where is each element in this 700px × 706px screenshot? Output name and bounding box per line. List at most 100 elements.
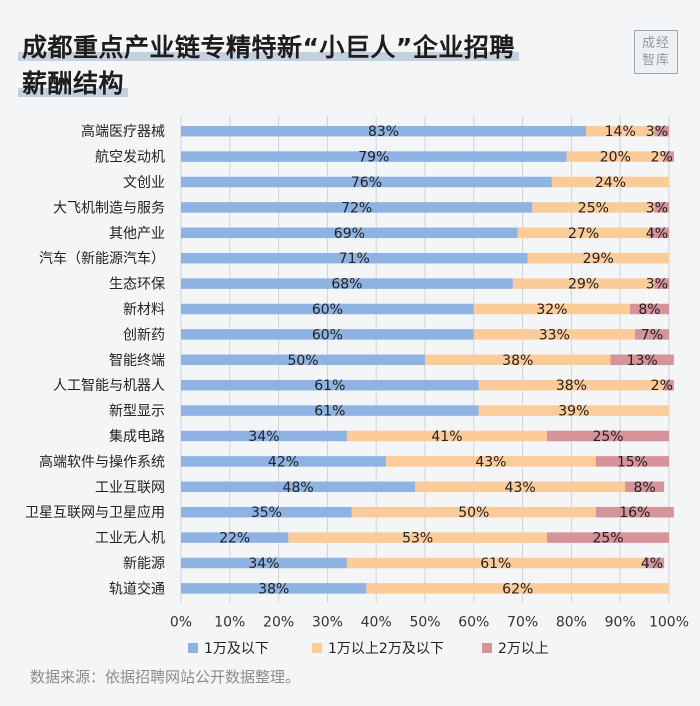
data-label: 20% — [600, 150, 631, 166]
data-label: 3% — [646, 277, 668, 293]
bar-segment-2 — [551, 176, 669, 188]
bar-segment-2 — [385, 456, 596, 467]
data-label: 72% — [341, 200, 372, 216]
data-label: 14% — [605, 124, 636, 140]
bar-segment-3 — [625, 481, 665, 493]
category-label: 新材料 — [123, 302, 165, 318]
title-line-1: 成都重点产业链专精特新“小巨人”企业招聘 — [18, 30, 519, 66]
category-label: 高端医疗器械 — [81, 123, 165, 140]
category-label: 新能源 — [123, 556, 165, 572]
bar-segment-2 — [366, 583, 669, 594]
category-label: 轨道交通 — [109, 580, 165, 597]
bar-segment-1 — [181, 557, 347, 569]
data-label: 53% — [402, 531, 433, 547]
data-label: 38% — [556, 378, 587, 394]
legend-label-1: 1万及以下 — [204, 641, 269, 657]
bar-segment-2 — [351, 506, 596, 518]
data-label: 32% — [536, 302, 567, 318]
data-label: 15% — [617, 454, 648, 470]
data-label: 43% — [505, 480, 536, 496]
data-label: 38% — [502, 353, 533, 369]
bar-segment-1 — [181, 176, 552, 188]
bar-segment-1 — [181, 379, 479, 391]
bar-segment-1 — [181, 227, 518, 239]
legend-label-2: 1万以上2万及以下 — [328, 641, 444, 657]
bar-segment-1 — [181, 456, 386, 467]
category-label: 工业无人机 — [95, 531, 165, 547]
data-label: 34% — [248, 429, 279, 445]
data-label: 42% — [268, 454, 299, 470]
category-label: 航空发动机 — [95, 150, 165, 166]
bar-segment-2 — [346, 430, 547, 442]
bar-segment-3 — [654, 278, 669, 289]
legend-label-3: 2万以上 — [498, 641, 549, 657]
bar-segment-3 — [664, 151, 674, 162]
bar-segment-2 — [346, 557, 645, 569]
bar-segment-3 — [649, 227, 669, 239]
data-label: 7% — [641, 327, 663, 343]
bar-segment-3 — [634, 329, 669, 340]
bar-segment-1 — [181, 583, 367, 594]
category-label: 其他产业 — [109, 226, 165, 242]
bar-segment-1 — [181, 481, 416, 493]
bar-segment-1 — [181, 532, 289, 543]
bar-segment-2 — [478, 405, 669, 416]
x-tick-label: 20% — [263, 615, 294, 631]
data-label: 8% — [638, 302, 660, 318]
bar-segment-2 — [478, 379, 665, 391]
data-label: 33% — [539, 327, 570, 343]
bar-segment-3 — [547, 430, 669, 442]
bar-segment-3 — [644, 557, 665, 569]
data-label: 4% — [641, 556, 663, 572]
bar-segment-3 — [610, 354, 674, 366]
legend-swatch-2 — [312, 643, 322, 653]
bar-segment-3 — [595, 506, 674, 518]
bar-segment-3 — [595, 456, 669, 467]
x-tick-label: 80% — [556, 615, 587, 631]
bar-segment-2 — [532, 202, 655, 213]
data-label: 61% — [314, 378, 345, 394]
bar-segment-2 — [473, 329, 635, 340]
bar-segment-3 — [547, 532, 669, 543]
bar-segment-2 — [415, 481, 626, 493]
bar-segment-3 — [654, 125, 669, 137]
bar-segment-1 — [181, 252, 528, 264]
legend-swatch-1 — [188, 643, 198, 653]
bar-segment-2 — [473, 303, 630, 315]
category-label: 汽车（新能源汽车） — [39, 250, 165, 267]
data-label: 48% — [283, 480, 314, 496]
data-label: 3% — [646, 124, 668, 140]
bar-segment-1 — [181, 151, 567, 162]
data-label: 2% — [651, 378, 673, 394]
bar-segment-1 — [181, 202, 533, 213]
bar-segment-1 — [181, 405, 479, 416]
data-label: 8% — [633, 480, 655, 496]
data-label: 83% — [368, 124, 399, 140]
bar-segment-2 — [566, 151, 665, 162]
bar-segment-3 — [664, 379, 674, 391]
bar-segment-1 — [181, 329, 474, 340]
bar-segment-1 — [181, 303, 474, 315]
data-label: 43% — [475, 454, 506, 470]
data-label: 50% — [458, 505, 489, 521]
bar-segment-2 — [527, 252, 669, 264]
bar-segment-1 — [181, 125, 587, 137]
data-label: 35% — [251, 505, 282, 521]
data-label: 39% — [558, 404, 589, 420]
category-label: 卫星互联网与卫星应用 — [25, 504, 165, 521]
category-label: 文创业 — [123, 175, 165, 191]
data-label: 25% — [592, 429, 623, 445]
bar-segment-1 — [181, 506, 352, 518]
data-label: 29% — [568, 277, 599, 293]
x-tick-label: 70% — [507, 615, 538, 631]
data-label: 4% — [646, 226, 668, 242]
data-label: 27% — [568, 226, 599, 242]
bar-segment-2 — [425, 354, 611, 366]
bar-segment-2 — [586, 125, 655, 137]
category-label: 人工智能与机器人 — [53, 378, 165, 394]
data-label: 61% — [314, 404, 345, 420]
bar-segment-1 — [181, 430, 347, 442]
bar-segment-3 — [654, 202, 669, 213]
data-label: 60% — [312, 302, 343, 318]
